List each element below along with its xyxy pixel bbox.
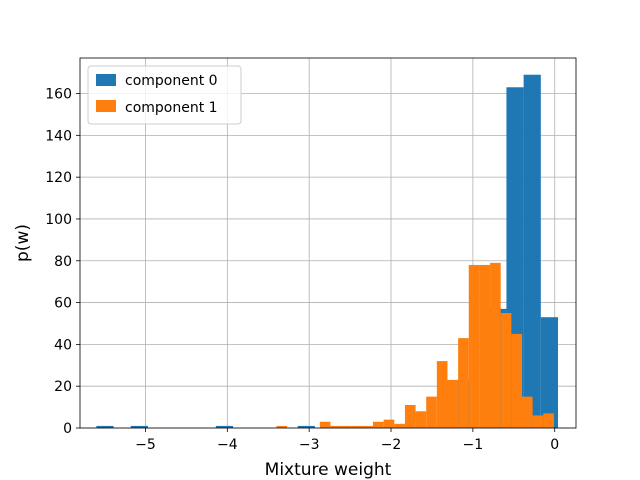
histogram-bar <box>351 425 363 428</box>
y-axis-ticks: 0 20 40 60 80 100 120 140 160 <box>45 87 80 437</box>
histogram-bar <box>415 411 427 428</box>
legend-swatch-component-1 <box>96 100 116 112</box>
y-tick-label: 80 <box>54 254 72 270</box>
histogram-bar <box>500 313 512 428</box>
histogram-bar <box>96 425 114 428</box>
axes-border <box>79 57 577 429</box>
legend-label-component-1: component 1 <box>125 100 218 116</box>
histogram-bar <box>479 264 491 428</box>
legend: component 0 component 1 <box>87 65 242 125</box>
histogram-bar <box>276 425 288 428</box>
histogram-bar <box>297 425 315 428</box>
histogram-bar <box>394 423 405 428</box>
histogram-bar <box>543 413 554 428</box>
histogram-bar <box>540 317 558 428</box>
x-tick-label: −5 <box>135 437 156 453</box>
x-tick-label: −3 <box>299 437 320 453</box>
axes-frame <box>79 57 577 429</box>
legend-label-component-0: component 0 <box>125 73 218 89</box>
histogram-bar <box>373 421 384 428</box>
y-tick-label: 20 <box>54 379 72 395</box>
legend-box <box>87 65 242 125</box>
histogram-bar <box>341 425 352 428</box>
y-tick-label: 160 <box>45 87 72 103</box>
histogram-bar <box>447 379 459 428</box>
histogram-bar <box>330 425 342 428</box>
x-axis-label: Mixture weight <box>265 460 392 480</box>
histogram-bar <box>426 396 437 428</box>
histogram-bar <box>511 333 522 428</box>
x-tick-label: −2 <box>381 437 402 453</box>
histogram-bar <box>319 421 331 428</box>
legend-swatch-component-0 <box>96 74 116 86</box>
y-tick-label: 140 <box>45 128 72 144</box>
histogram-bar <box>436 361 448 428</box>
y-tick-label: 120 <box>45 170 72 186</box>
y-tick-label: 0 <box>63 421 72 437</box>
y-tick-label: 100 <box>45 212 72 228</box>
y-axis-label: p(w) <box>13 224 33 262</box>
y-tick-label: 40 <box>54 337 72 353</box>
x-axis-ticks: −5 −4 −3 −2 −1 0 <box>135 428 559 453</box>
x-tick-label: −4 <box>217 437 238 453</box>
histogram-bar <box>468 264 480 428</box>
x-tick-label: 0 <box>550 437 559 453</box>
histogram-bar <box>458 338 469 428</box>
histogram-bar <box>215 425 234 428</box>
series-1-bars <box>276 262 554 428</box>
x-tick-label: −1 <box>463 437 484 453</box>
histogram-bar <box>532 415 544 428</box>
histogram-bar <box>130 425 148 428</box>
histogram-bar <box>521 396 533 428</box>
histogram-bar <box>362 425 374 428</box>
y-tick-label: 60 <box>54 296 72 312</box>
histogram-bar <box>404 405 416 428</box>
histogram-bars <box>96 74 558 428</box>
histogram-bar <box>490 262 501 428</box>
histogram-bar <box>383 419 395 428</box>
histogram-bar <box>523 74 541 428</box>
